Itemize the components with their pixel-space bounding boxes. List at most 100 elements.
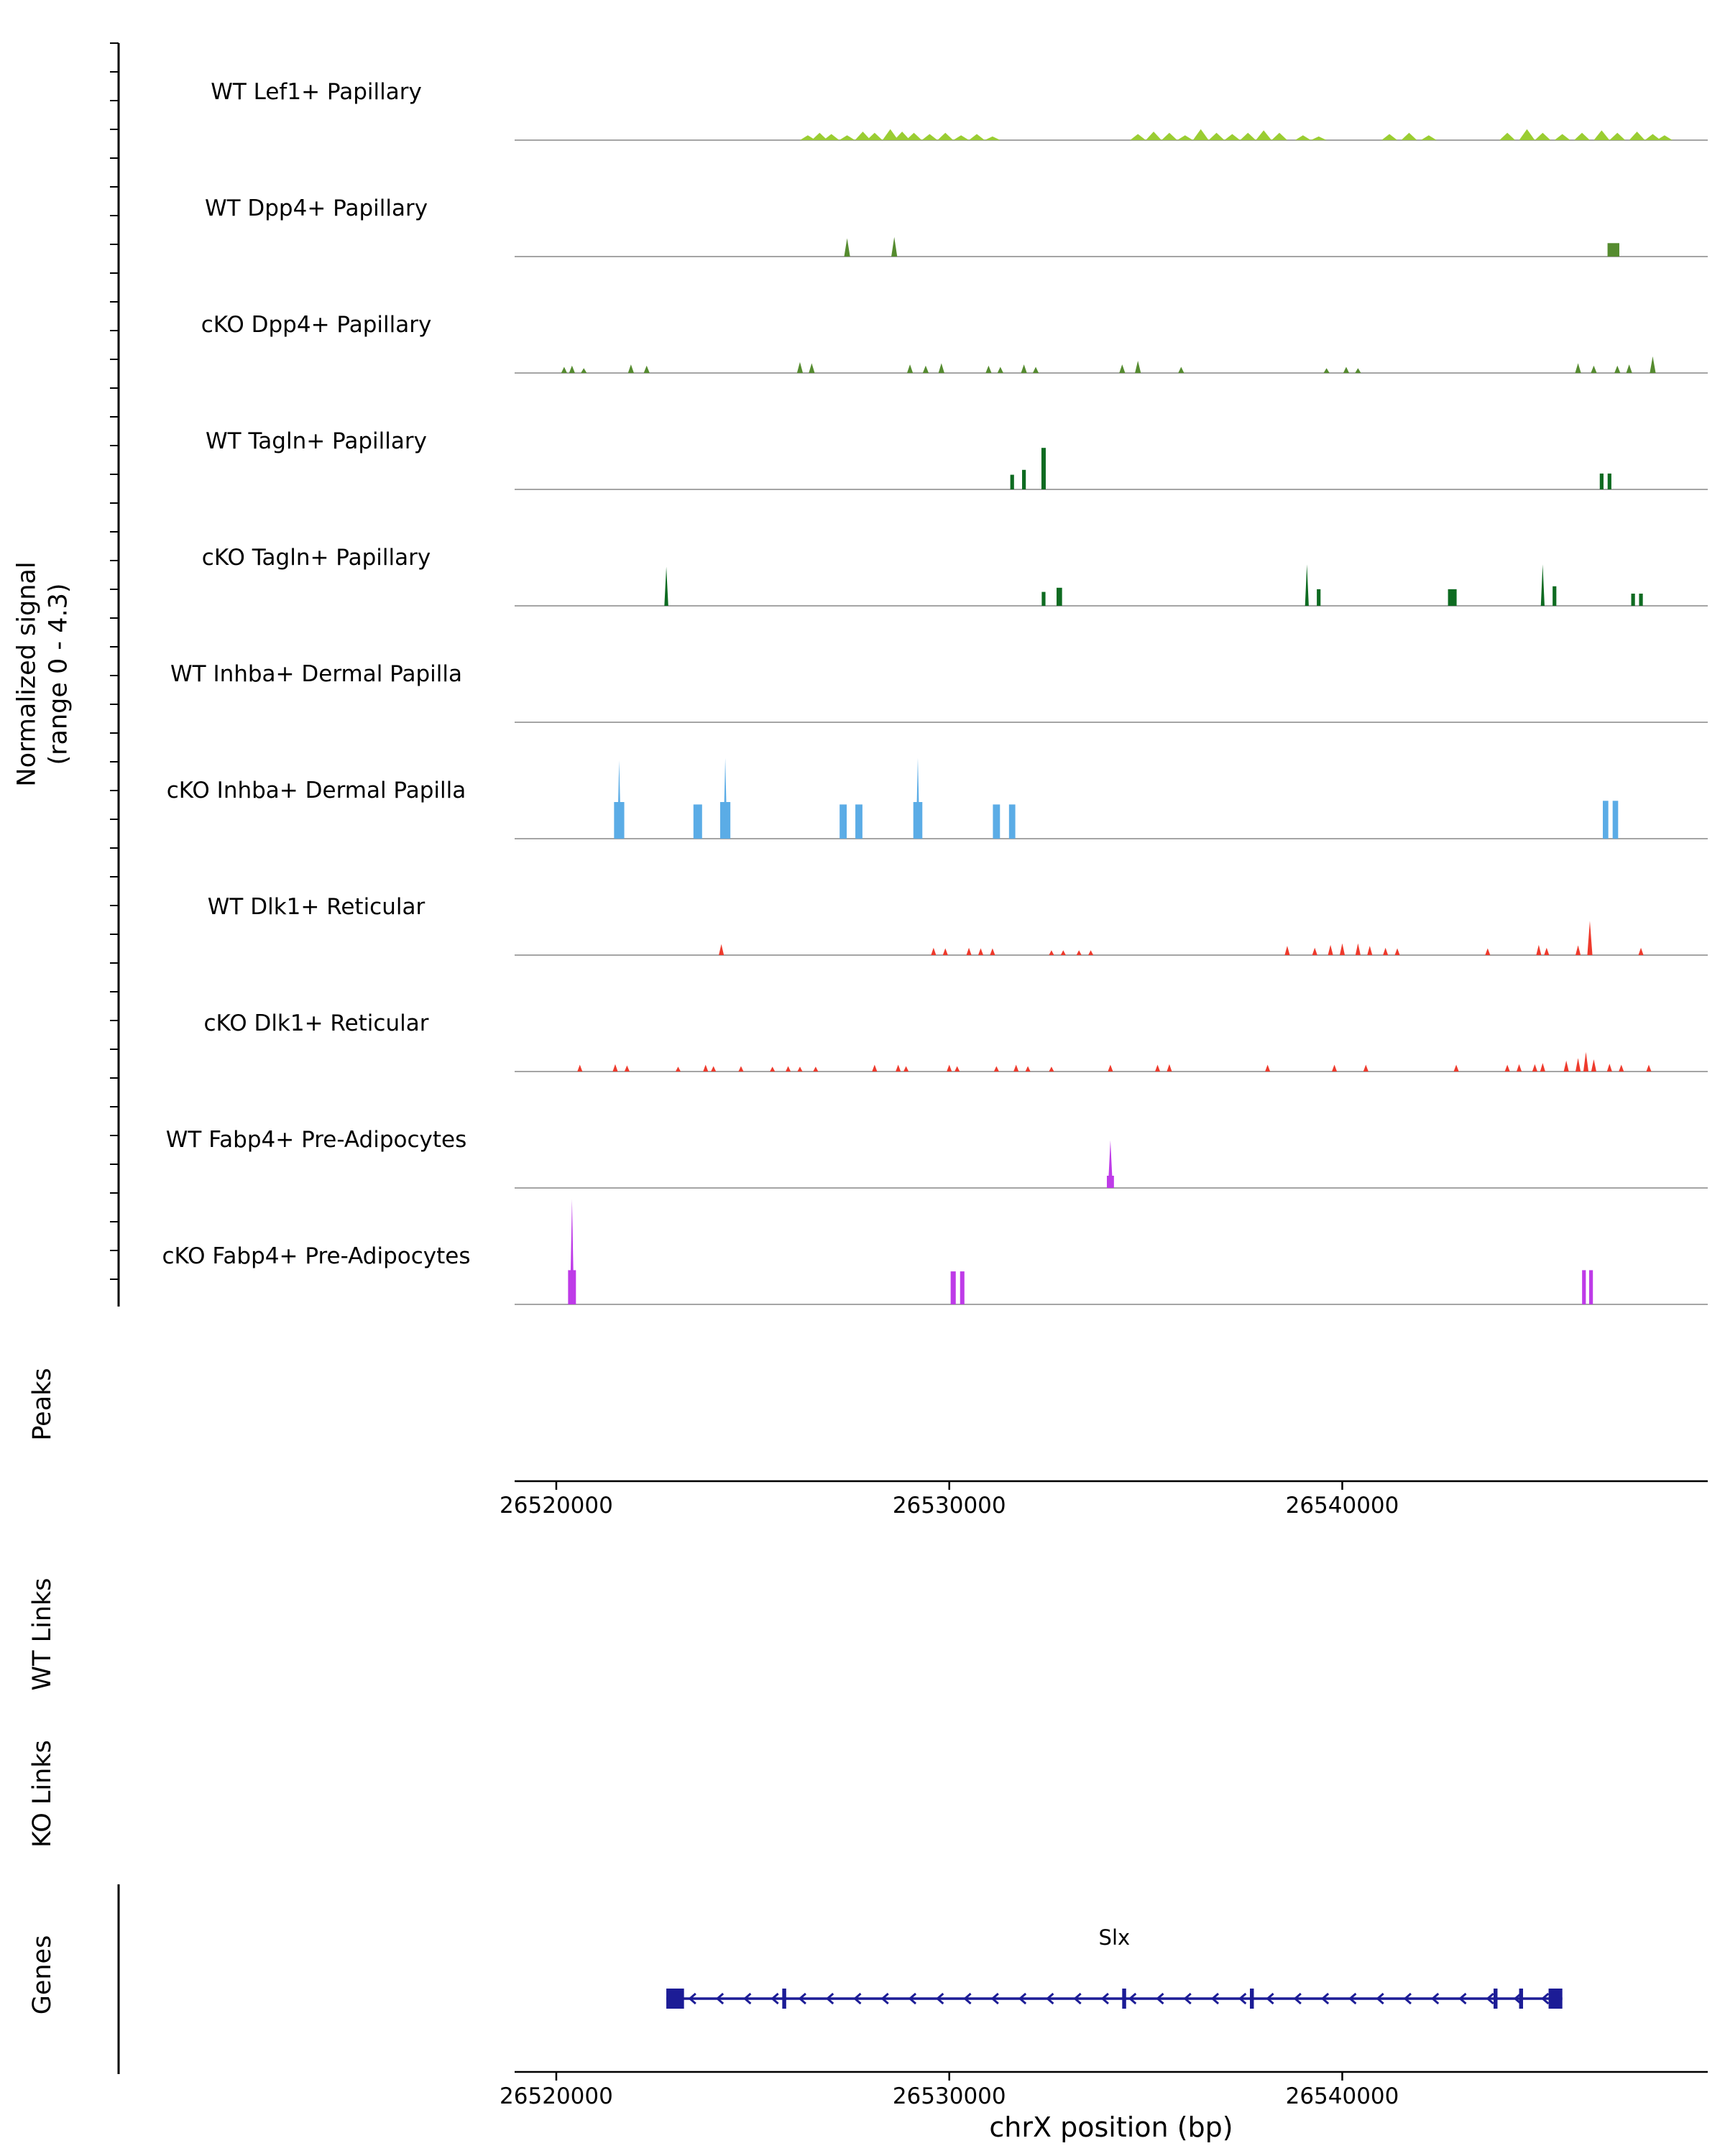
track-label-wt-fabp4-pre-adipocytes: WT Fabp4+ Pre-Adipocytes xyxy=(165,1127,467,1153)
signal-peak xyxy=(1224,134,1241,140)
signal-peak xyxy=(1032,367,1039,373)
signal-peak xyxy=(1535,132,1551,140)
gene-strand-arrow xyxy=(1128,1992,1137,2005)
signal-peak xyxy=(1631,594,1635,606)
signal-peak xyxy=(569,365,575,373)
signal-peak xyxy=(1146,132,1162,140)
x-axis-tick-label: 26540000 xyxy=(1286,2083,1399,2109)
signal-peak xyxy=(1563,1060,1569,1072)
signal-peak xyxy=(906,364,914,373)
x-axis-tick-label: 26530000 xyxy=(893,1493,1006,1519)
signal-peak xyxy=(903,1066,909,1072)
gene-strand-arrow xyxy=(1100,1992,1109,2005)
gene-strand-arrow xyxy=(1458,1992,1467,2005)
signal-peak xyxy=(1355,943,1361,955)
signal-peak xyxy=(947,1064,952,1072)
signal-peak xyxy=(1626,364,1632,373)
signal-peak xyxy=(1088,950,1094,955)
signal-peak xyxy=(617,760,622,839)
signal-peak xyxy=(1339,943,1346,955)
signal-peak xyxy=(1591,1059,1596,1072)
signal-peak xyxy=(1161,132,1177,140)
signal-peak xyxy=(953,135,970,140)
gene-strand-arrow xyxy=(880,1992,889,2005)
signal-peak xyxy=(950,1271,956,1304)
signal-peak xyxy=(882,129,898,140)
track-label-cko-inhba-dermal-papilla: cKO Inhba+ Dermal Papilla xyxy=(166,778,466,803)
track-label-cko-fabp4-pre-adipocytes: cKO Fabp4+ Pre-Adipocytes xyxy=(162,1243,471,1269)
signal-peak xyxy=(855,132,871,140)
signal-peak xyxy=(1629,132,1645,140)
signal-peak xyxy=(1167,1064,1172,1072)
signal-peak xyxy=(1603,801,1609,839)
signal-peak xyxy=(984,136,1000,140)
x-axis-tick-label: 26530000 xyxy=(893,2083,1006,2109)
signal-peak xyxy=(1381,134,1398,140)
track-label-wt-dlk1-reticular: WT Dlk1+ Reticular xyxy=(207,894,426,920)
signal-peak xyxy=(703,1064,709,1072)
signal-peak xyxy=(1639,594,1643,606)
signal-peak xyxy=(931,947,937,955)
signal-peak xyxy=(855,804,862,839)
signal-peak xyxy=(1554,134,1570,140)
signal-peak xyxy=(1609,132,1626,140)
signal-peak xyxy=(796,361,804,373)
track-label-wt-dpp4-papillary: WT Dpp4+ Papillary xyxy=(204,195,428,221)
gene-strand-arrow xyxy=(1156,1992,1164,2005)
gene-strand-arrow xyxy=(743,1992,752,2005)
track-label-cko-tagln-papillary: cKO Tagln+ Papillary xyxy=(201,545,431,571)
signal-peak xyxy=(1343,367,1350,373)
signal-peak xyxy=(813,1067,819,1072)
signal-peak xyxy=(624,1065,630,1072)
signal-peak xyxy=(785,1066,791,1072)
gene-strand-arrow xyxy=(990,1992,999,2005)
signal-peak xyxy=(799,135,816,140)
gene-strand-arrow xyxy=(770,1992,779,2005)
signal-peak xyxy=(916,757,920,839)
signal-peak xyxy=(997,367,1003,373)
signal-peak xyxy=(643,365,650,373)
track-label-wt-lef1-papillary: WT Lef1+ Papillary xyxy=(211,79,422,105)
signal-peak xyxy=(1328,944,1333,955)
signal-peak xyxy=(711,1066,717,1072)
signal-peak xyxy=(1294,135,1311,140)
gene-strand-arrow xyxy=(825,1992,834,2005)
signal-peak xyxy=(1576,945,1581,955)
signal-peak xyxy=(993,1066,999,1072)
signal-peak xyxy=(937,132,954,140)
signal-peak xyxy=(1453,1064,1459,1072)
track-label-wt-inhba-dermal-papilla: WT Inhba+ Dermal Papilla xyxy=(170,661,462,687)
signal-peak xyxy=(896,1064,901,1072)
signal-peak xyxy=(1284,946,1290,955)
signal-peak xyxy=(1646,1064,1652,1072)
signal-peak xyxy=(990,948,995,955)
signal-peak xyxy=(1192,129,1209,140)
signal-peak xyxy=(770,1067,776,1072)
gene-exon xyxy=(1250,1989,1254,2009)
signal-peak xyxy=(1041,448,1046,489)
gene-strand-arrow xyxy=(1513,1992,1522,2005)
signal-peak xyxy=(1208,132,1225,140)
signal-peak xyxy=(738,1066,744,1072)
signal-peak xyxy=(1383,947,1389,955)
signal-peak xyxy=(811,132,828,140)
gene-strand-arrow xyxy=(715,1992,724,2005)
signal-peak xyxy=(581,368,587,373)
signal-peak xyxy=(627,364,634,373)
signal-peak xyxy=(1041,591,1046,606)
gene-strand-arrow xyxy=(1046,1992,1054,2005)
signal-peak xyxy=(1593,130,1610,140)
signal-peak xyxy=(809,363,815,373)
signal-peak xyxy=(1049,950,1054,955)
signal-peak xyxy=(921,134,938,140)
signal-peak xyxy=(1650,356,1656,373)
signal-peak xyxy=(1532,1064,1537,1072)
signal-peak xyxy=(1049,1067,1054,1072)
signal-peak xyxy=(1499,132,1516,140)
signal-peak xyxy=(1022,469,1026,489)
signal-peak xyxy=(1614,365,1621,373)
signal-peak xyxy=(1516,1064,1522,1072)
signal-peak xyxy=(1644,134,1661,140)
signal-peak xyxy=(1656,135,1673,140)
gene-strand-arrow xyxy=(853,1992,862,2005)
